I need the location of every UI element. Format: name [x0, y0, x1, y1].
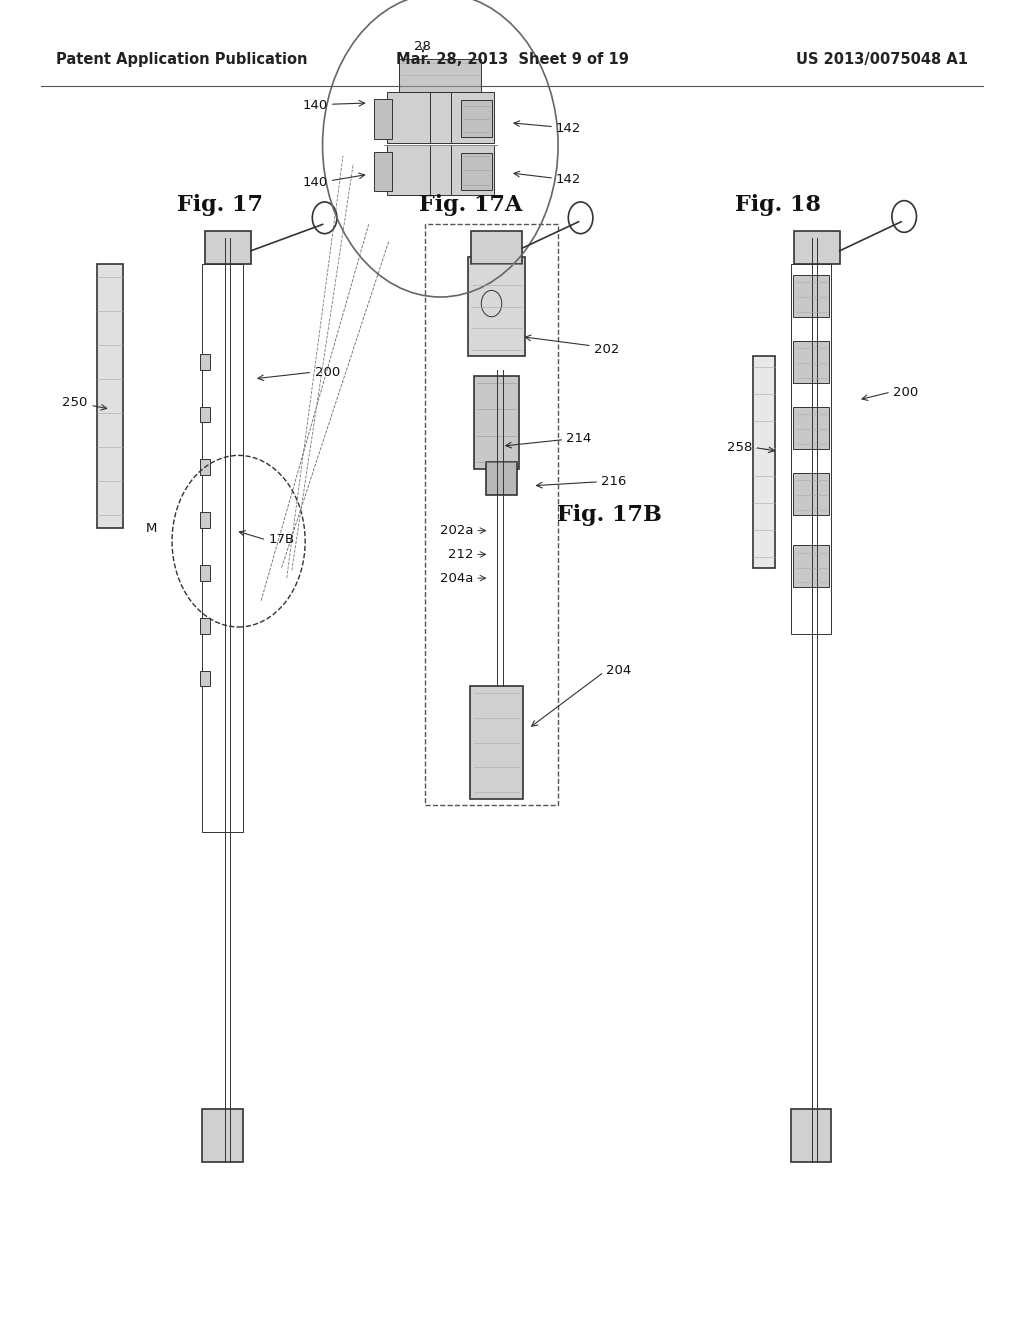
Bar — [461, 100, 492, 137]
Bar — [200, 459, 210, 475]
Bar — [794, 231, 840, 264]
Bar — [486, 462, 517, 495]
Bar — [200, 618, 210, 634]
Text: 212: 212 — [447, 548, 473, 561]
Text: 200: 200 — [893, 385, 919, 399]
Bar — [97, 264, 123, 528]
Text: 202: 202 — [594, 343, 620, 356]
Text: 204a: 204a — [439, 572, 473, 585]
Bar — [791, 1109, 831, 1162]
Bar — [461, 153, 492, 190]
Bar — [793, 407, 829, 449]
Text: 28: 28 — [415, 40, 431, 53]
Bar — [200, 671, 210, 686]
Bar — [205, 231, 251, 264]
Text: Fig. 17A: Fig. 17A — [420, 194, 522, 215]
Bar — [793, 473, 829, 515]
Text: Fig. 17B: Fig. 17B — [557, 504, 662, 525]
Bar — [470, 686, 523, 799]
Bar — [374, 99, 392, 139]
Text: US 2013/0075048 A1: US 2013/0075048 A1 — [796, 51, 968, 67]
Text: 214: 214 — [566, 432, 592, 445]
Text: 204: 204 — [606, 664, 632, 677]
Text: 140: 140 — [302, 176, 328, 189]
Text: 202a: 202a — [439, 524, 473, 537]
Text: 142: 142 — [556, 173, 582, 186]
Bar — [399, 59, 481, 92]
Bar — [425, 224, 558, 805]
Bar — [200, 565, 210, 581]
Text: Fig. 18: Fig. 18 — [735, 194, 821, 215]
Text: 250: 250 — [61, 396, 87, 409]
Bar — [471, 231, 522, 264]
Bar — [753, 356, 775, 568]
Text: Mar. 28, 2013  Sheet 9 of 19: Mar. 28, 2013 Sheet 9 of 19 — [395, 51, 629, 67]
Text: Fig. 17: Fig. 17 — [177, 194, 263, 215]
Text: 200: 200 — [315, 366, 341, 379]
Bar — [793, 275, 829, 317]
Bar — [793, 341, 829, 383]
Bar — [468, 257, 525, 356]
Text: 17B: 17B — [268, 533, 295, 546]
Text: 140: 140 — [302, 99, 328, 112]
Bar — [793, 545, 829, 587]
Bar — [474, 376, 519, 469]
Text: 216: 216 — [601, 475, 627, 488]
Text: M: M — [145, 521, 158, 535]
Text: 258: 258 — [727, 441, 753, 454]
Bar — [202, 1109, 243, 1162]
Text: Patent Application Publication: Patent Application Publication — [56, 51, 308, 67]
Bar — [791, 264, 831, 634]
Bar — [387, 92, 494, 143]
Bar — [387, 145, 494, 195]
Bar — [200, 407, 210, 422]
Bar — [202, 264, 243, 832]
Text: 142: 142 — [556, 121, 582, 135]
Bar — [200, 354, 210, 370]
Bar — [374, 152, 392, 191]
Bar — [200, 512, 210, 528]
